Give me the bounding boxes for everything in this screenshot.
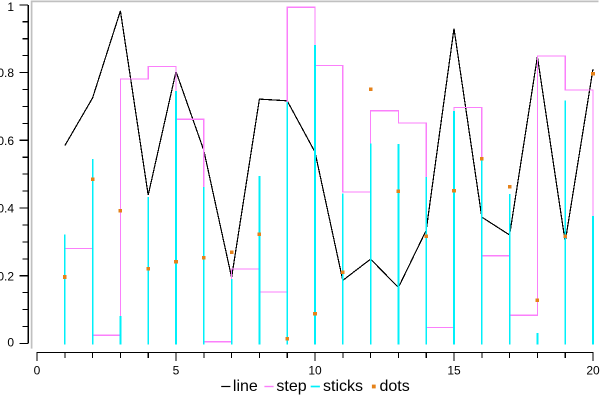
svg-text:dots: dots bbox=[380, 378, 410, 395]
svg-text:0.8: 0.8 bbox=[0, 66, 14, 80]
svg-text:line: line bbox=[233, 378, 258, 395]
svg-text:0.6: 0.6 bbox=[0, 134, 14, 148]
svg-text:1: 1 bbox=[7, 0, 14, 14]
svg-text:step: step bbox=[276, 378, 306, 395]
svg-text:20: 20 bbox=[586, 364, 600, 378]
svg-text:0: 0 bbox=[34, 364, 41, 378]
svg-text:0.2: 0.2 bbox=[0, 269, 14, 283]
svg-text:15: 15 bbox=[447, 364, 461, 378]
svg-text:5: 5 bbox=[173, 364, 180, 378]
svg-text:0: 0 bbox=[7, 335, 14, 349]
svg-text:0.4: 0.4 bbox=[0, 202, 14, 216]
svg-text:sticks: sticks bbox=[323, 378, 363, 395]
svg-text:10: 10 bbox=[308, 364, 322, 378]
